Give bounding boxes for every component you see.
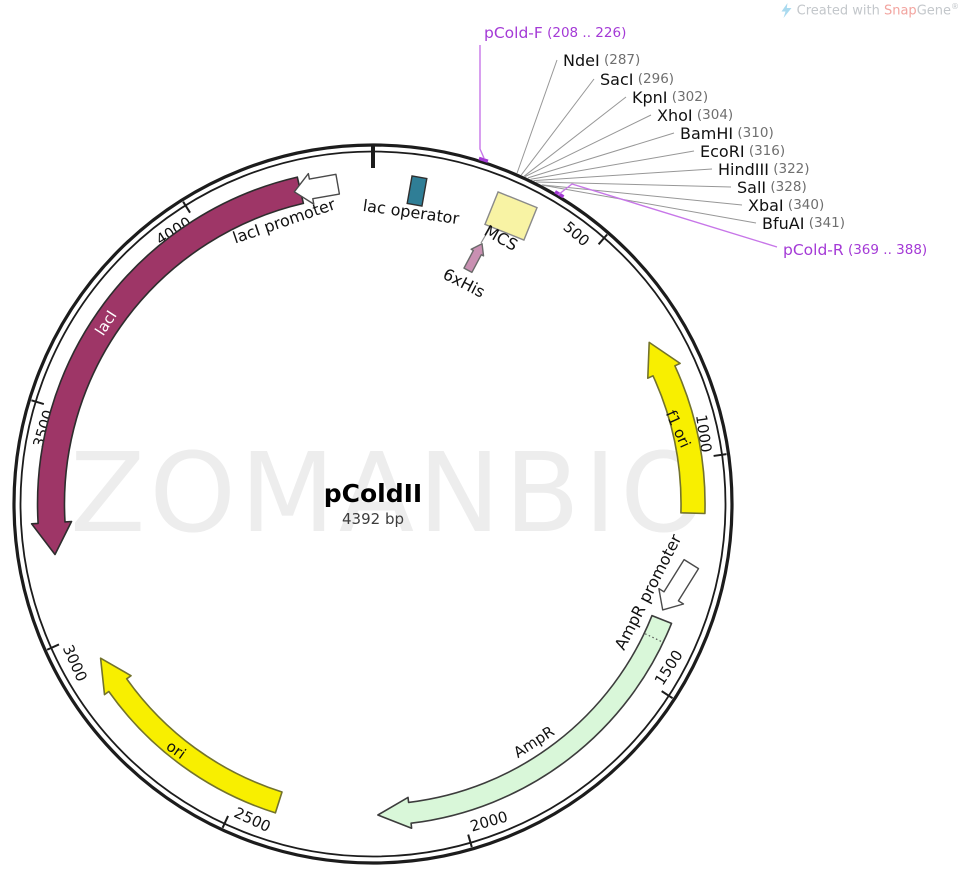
feature-AmpR	[377, 614, 673, 829]
6xHis-leader	[480, 225, 492, 244]
enzyme-leader-EcoRI	[530, 150, 695, 180]
marker-6xHis	[463, 243, 485, 274]
enzyme-label-BamHI: BamHI (310)	[680, 124, 774, 143]
enzyme-leader-SalI	[536, 181, 732, 188]
tick-2000	[467, 834, 473, 848]
primer-line-pCold-R	[557, 183, 778, 248]
watermark: ZOMANBIO	[70, 429, 711, 557]
tick-2500	[221, 815, 229, 829]
enzyme-label-BfuAI: BfuAI (341)	[762, 214, 845, 233]
feature-lacI	[30, 176, 305, 556]
credit-brand-snap: Snap	[883, 3, 917, 19]
enzyme-label-XhoI: XhoI (304)	[657, 106, 733, 125]
feature-divider	[644, 633, 663, 643]
credit-brand-gene: Gene	[916, 3, 951, 19]
enzyme-leader-SacI	[520, 78, 595, 176]
feature-ori	[99, 657, 283, 814]
primer-label-pCold-F: pCold-F (208 .. 226)	[484, 24, 626, 42]
credit-text: Created with SnapGene®	[796, 2, 959, 19]
marker-AmpR-promoter	[658, 558, 700, 611]
tick-4000	[182, 201, 191, 214]
plasmid-size: 4392 bp	[342, 509, 404, 528]
enzyme-label-SalI: SalI (328)	[737, 178, 807, 197]
enzyme-label-EcoRI: EcoRI (316)	[700, 142, 785, 161]
primer-arc-pCold-F	[478, 156, 489, 163]
enzyme-leader-NdeI	[516, 59, 558, 174]
enzyme-label-KpnI: KpnI (302)	[632, 88, 708, 107]
enzyme-label-SacI: SacI (296)	[600, 70, 674, 89]
enzyme-leader-XhoI	[524, 114, 652, 178]
registered-mark: ®	[951, 2, 959, 11]
marker-MCS	[484, 190, 538, 242]
tick-3000	[46, 643, 60, 651]
enzyme-label-NdeI: NdeI (287)	[563, 51, 640, 70]
tick-label-3000: 3000	[59, 642, 91, 684]
snapgene-credit: Created with SnapGene®	[780, 2, 959, 18]
enzyme-leader-BamHI	[527, 132, 675, 179]
tick-label-500: 500	[560, 218, 593, 250]
tick-500	[597, 233, 608, 245]
snapgene-logo-icon	[781, 2, 792, 18]
plasmid-name: pColdII	[323, 479, 423, 508]
primer-label-pCold-R: pCold-R (369 .. 388)	[783, 241, 927, 259]
enzyme-leader-KpnI	[523, 96, 627, 177]
feature-f1-ori	[647, 341, 706, 515]
marker-lacI-promoter	[293, 172, 341, 205]
marker-label-6xHis: 6xHis	[440, 264, 488, 301]
enzyme-label-XbaI: XbaI (340)	[748, 196, 824, 215]
primer-line-pCold-F	[479, 45, 485, 159]
enzyme-leader-BfuAI	[542, 184, 757, 224]
tick-1500	[661, 690, 674, 700]
enzyme-leader-XbaI	[541, 184, 743, 206]
tick-1000	[713, 453, 727, 457]
enzyme-label-HindIII: HindIII (322)	[718, 160, 810, 179]
plasmid-title-block: pColdII 4392 bp	[324, 480, 423, 528]
marker-lac-operator	[406, 175, 428, 207]
tick-3500	[31, 399, 45, 406]
enzyme-leader-HindIII	[533, 168, 713, 182]
